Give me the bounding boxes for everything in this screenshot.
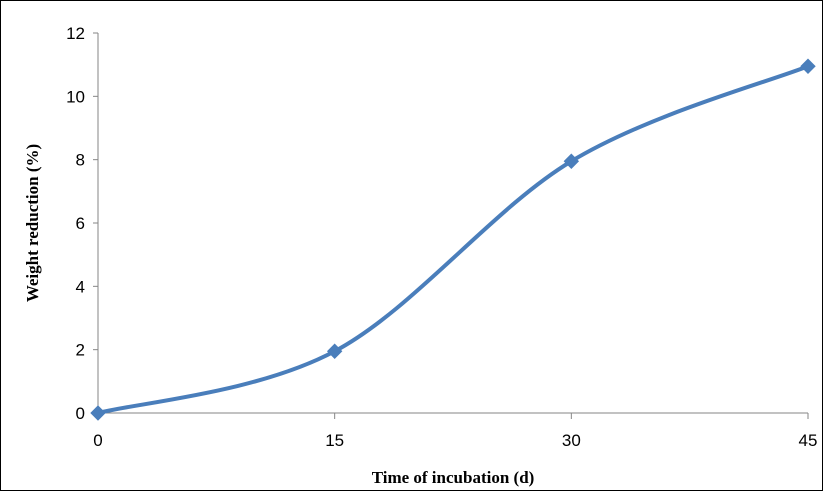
y-tick-label: 2 bbox=[76, 341, 85, 360]
x-tick-label: 30 bbox=[562, 431, 581, 450]
y-tick-label: 8 bbox=[76, 151, 85, 170]
series-layer bbox=[96, 64, 810, 415]
data-markers bbox=[90, 58, 816, 421]
x-tick-label: 0 bbox=[93, 431, 102, 450]
y-tick-label: 10 bbox=[66, 87, 85, 106]
y-tick-label: 4 bbox=[76, 277, 85, 296]
axes bbox=[93, 32, 809, 419]
x-axis-title: Time of incubation (d) bbox=[372, 468, 535, 487]
y-tick-label: 6 bbox=[76, 214, 85, 233]
y-tick-label: 12 bbox=[66, 24, 85, 43]
data-point-marker bbox=[563, 153, 580, 169]
x-tick-label: 15 bbox=[325, 431, 344, 450]
x-tick-label: 45 bbox=[799, 431, 818, 450]
tick-labels: 0 2 4 6 8 10 12 0 15 30 45 bbox=[66, 24, 817, 450]
series-line bbox=[96, 64, 810, 415]
y-axis-title: Weight reduction (%) bbox=[23, 144, 42, 302]
data-point-marker bbox=[326, 343, 343, 359]
data-point-marker bbox=[800, 58, 816, 74]
data-point-marker bbox=[90, 405, 106, 421]
y-tick-label: 0 bbox=[76, 404, 85, 423]
